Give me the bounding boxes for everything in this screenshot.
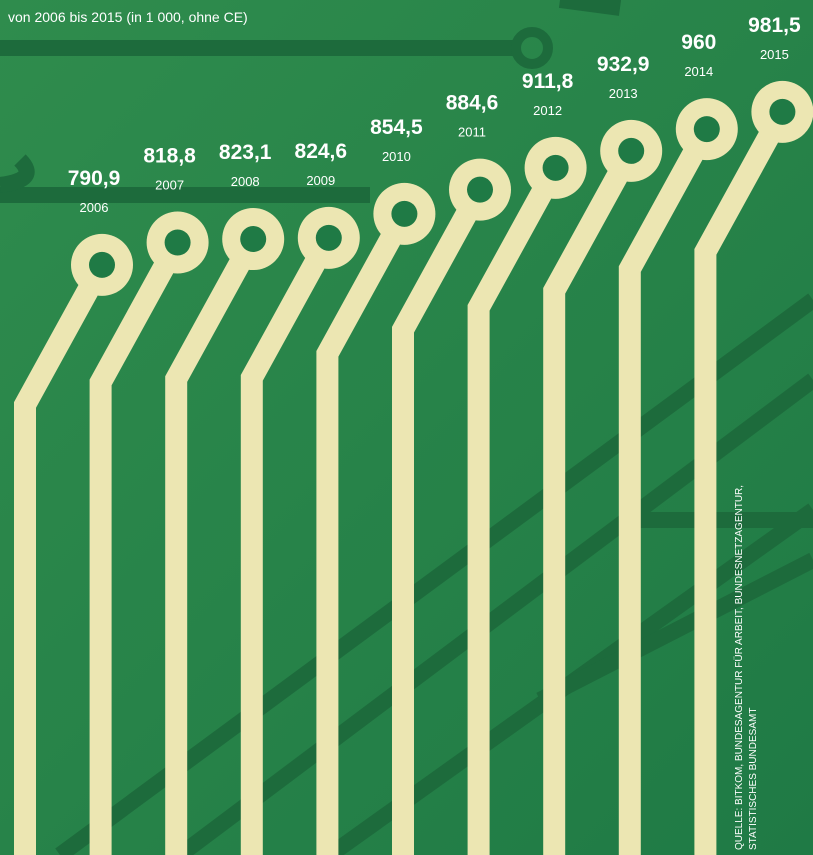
trace [165,233,263,855]
trace [13,259,112,855]
pad-hole [391,200,418,227]
source: QUELLE: BITKOM, BUNDESAGENTUR FÜR ARBEIT… [733,485,745,850]
value-label: 932,9 [597,53,650,76]
trace [694,106,793,855]
trace [543,145,641,855]
trace [392,184,490,855]
value-label: 854,5 [370,116,423,139]
value-label: 824,6 [295,140,348,163]
x-tick-label: 2014 [684,64,713,79]
subtitle: von 2006 bis 2015 (in 1 000, ohne CE) [8,9,248,25]
pad-hole [89,251,115,278]
value-label: 884,6 [446,92,499,115]
pad-hole [164,229,191,256]
value-label: 960 [681,31,716,54]
pad-hole [315,224,342,251]
value-label: 981,5 [748,14,801,37]
trace [89,237,188,855]
x-tick-label: 2012 [533,103,562,118]
trace [467,162,566,855]
trace [316,208,415,855]
pad-hole [542,154,569,181]
pad-hole [467,176,493,203]
pad-hole [240,226,267,253]
x-tick-label: 2011 [458,125,486,140]
x-tick-label: 2007 [155,178,184,193]
pad-hole [769,98,796,125]
x-tick-label: 2015 [760,47,789,62]
x-tick-label: 2013 [609,86,638,101]
value-label: 818,8 [143,145,196,168]
value-label: 823,1 [219,141,272,164]
pad-hole [693,116,720,143]
x-tick-label: 2006 [80,200,109,215]
pad-hole [618,137,645,164]
value-label: 790,9 [68,167,121,190]
trace [618,123,717,855]
trace [240,232,339,855]
x-tick-label: 2010 [382,149,411,164]
x-tick-label: 2009 [306,173,335,188]
value-label: 911,8 [522,70,574,93]
x-tick-label: 2008 [231,174,260,189]
source: STATISTISCHES BUNDESAMT [748,708,759,850]
